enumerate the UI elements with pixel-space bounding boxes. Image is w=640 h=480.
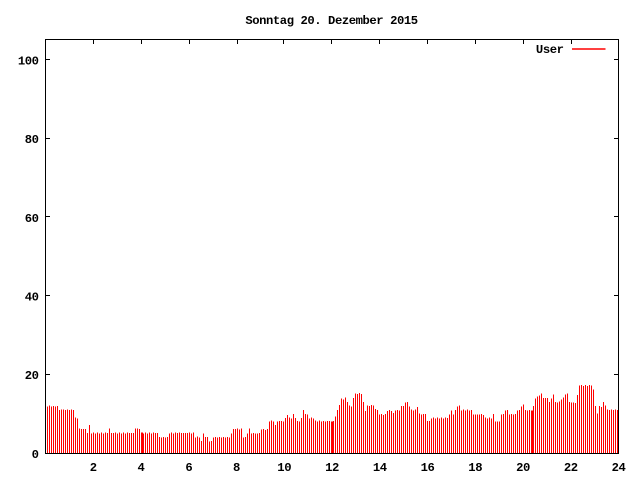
svg-text:6: 6 xyxy=(185,461,192,475)
svg-text:24: 24 xyxy=(612,461,626,475)
svg-text:4: 4 xyxy=(138,461,145,475)
svg-text:14: 14 xyxy=(373,461,387,475)
svg-text:8: 8 xyxy=(233,461,240,475)
svg-text:User: User xyxy=(536,43,564,57)
svg-text:40: 40 xyxy=(25,290,39,304)
svg-text:16: 16 xyxy=(421,461,435,475)
svg-text:12: 12 xyxy=(325,461,339,475)
svg-text:2: 2 xyxy=(90,461,97,475)
svg-text:60: 60 xyxy=(25,212,39,226)
svg-text:80: 80 xyxy=(25,133,39,147)
svg-text:22: 22 xyxy=(564,461,578,475)
svg-text:20: 20 xyxy=(516,461,530,475)
svg-text:0: 0 xyxy=(32,448,39,462)
svg-text:20: 20 xyxy=(25,369,39,383)
svg-text:10: 10 xyxy=(277,461,291,475)
svg-text:18: 18 xyxy=(468,461,482,475)
svg-text:100: 100 xyxy=(18,54,39,68)
svg-text:Sonntag 20. Dezember 2015: Sonntag 20. Dezember 2015 xyxy=(245,14,417,28)
